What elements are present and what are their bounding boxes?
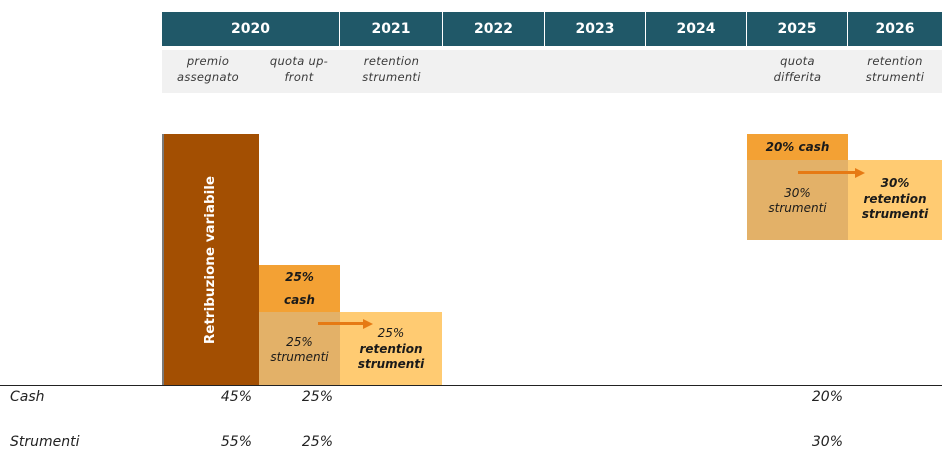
desc-retention-2021: retention strumenti	[362, 54, 421, 84]
retribuzione-variabile-bar	[162, 134, 259, 386]
strumenti-2025-value: 30%	[811, 434, 843, 450]
cash-2020-value: 45%	[220, 389, 252, 405]
strumenti-upfront-label: 25% strumenti	[270, 335, 329, 364]
desc-quota-upfront: quota up- front	[269, 54, 329, 84]
cash-deferred-block	[747, 134, 848, 160]
cash-upfront-block	[259, 265, 340, 312]
year-2025: 2025	[747, 12, 848, 46]
retention-2021-label: retention strumenti	[357, 342, 425, 371]
row-label-strumenti: Strumenti	[10, 434, 80, 450]
description-band	[162, 50, 942, 93]
arrow-2020-2021-shaft	[318, 322, 364, 325]
year-2026: 2026	[848, 12, 942, 46]
cash-upfront-label: cash	[284, 293, 315, 307]
cash-deferred-label: 20% cash	[765, 140, 830, 154]
cash-upfront-pct: 25%	[285, 270, 314, 284]
arrow-right-icon	[363, 318, 373, 329]
desc-premio-assegnato: premio assegnato	[177, 54, 239, 84]
year-2020: 2020	[162, 12, 340, 46]
strumenti-deferred-label: 30% strumenti	[768, 186, 827, 215]
arrow-right-icon	[855, 167, 865, 178]
arrow-2025-2026-shaft	[798, 171, 856, 174]
retribuzione-variabile-label: Retribuzione variabile	[202, 175, 219, 345]
desc-quota-differita: quota differita	[773, 54, 822, 84]
year-2023: 2023	[545, 12, 646, 46]
retention-2026-pct: 30%	[880, 176, 910, 190]
row-label-cash: Cash	[10, 389, 45, 405]
strumenti-2021-value: 25%	[301, 434, 333, 450]
year-2024: 2024	[646, 12, 747, 46]
cash-2025-value: 20%	[811, 389, 843, 405]
strumenti-2020-value: 55%	[220, 434, 252, 450]
desc-retention-2026: retention strumenti	[865, 54, 925, 84]
year-2022: 2022	[443, 12, 545, 46]
year-2021: 2021	[340, 12, 443, 46]
retention-2026-label: retention strumenti	[861, 192, 929, 221]
cash-2021-value: 25%	[301, 389, 333, 405]
retention-2021-pct: 25%	[377, 326, 405, 340]
baseline-axis	[0, 385, 942, 386]
